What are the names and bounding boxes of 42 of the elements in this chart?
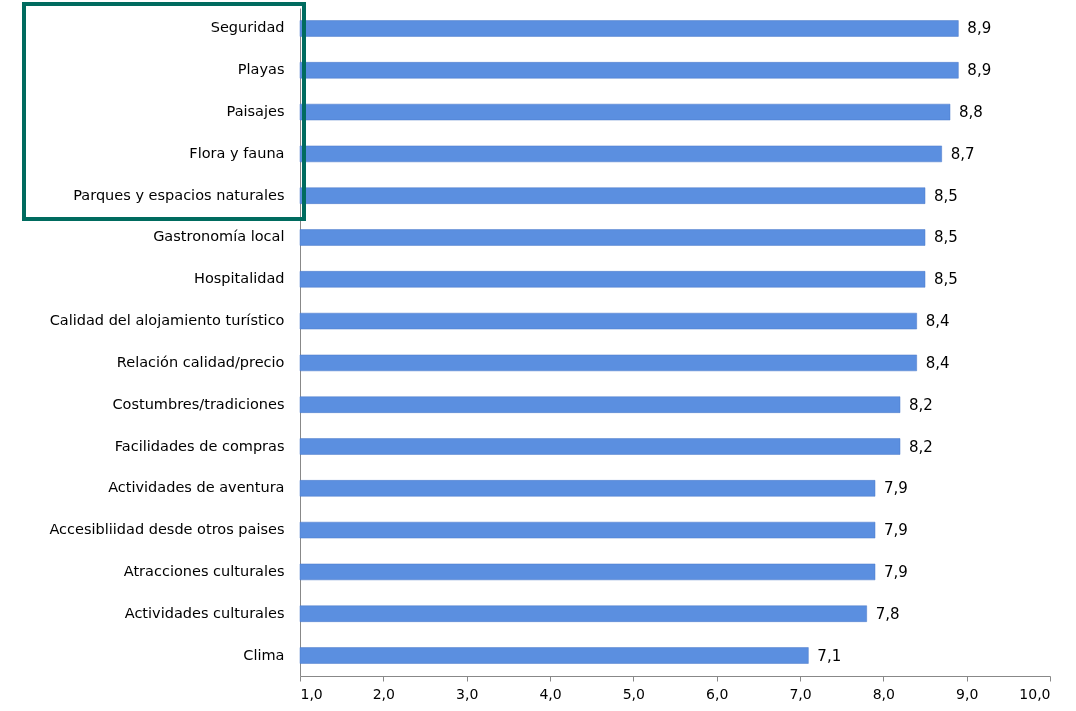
data-label: 7,9: [884, 521, 908, 540]
x-tick-label: 5,0: [622, 685, 645, 702]
data-label: 8,5: [934, 270, 958, 289]
data-label: 8,9: [967, 19, 992, 38]
data-label: 8,2: [909, 437, 933, 456]
x-tick-label: 7,0: [789, 685, 812, 702]
data-label: 8,8: [959, 103, 983, 122]
x-tick-label: 9,0: [956, 685, 979, 702]
data-label: 8,9: [967, 61, 992, 80]
x-tick-label: 4,0: [539, 685, 562, 702]
y-tick-label: Gastronomía local: [153, 228, 285, 245]
y-tick-label: Costumbres/tradiciones: [112, 395, 285, 412]
data-label: 7,9: [884, 479, 908, 498]
data-label: 7,1: [817, 646, 842, 665]
x-tick-label: 2,0: [372, 685, 395, 702]
data-label: 8,2: [909, 395, 933, 414]
data-label: 8,4: [925, 312, 950, 331]
y-tick-label: Actividades culturales: [124, 604, 285, 621]
data-label: 7,8: [875, 604, 900, 623]
y-tick-label: Clima: [243, 646, 285, 663]
data-label: 8,5: [934, 186, 958, 205]
data-label: 8,7: [950, 144, 975, 163]
y-tick-label: Seguridad: [210, 19, 285, 36]
x-tick-label: 1,0: [300, 685, 323, 702]
x-tick-label: 8,0: [872, 685, 895, 702]
y-tick-label: Paisajes: [226, 103, 285, 120]
y-tick-label: Actividades de aventura: [108, 479, 285, 496]
y-tick-label: Flora y fauna: [189, 144, 285, 161]
data-label: 8,5: [934, 228, 958, 247]
x-tick-label: 3,0: [456, 685, 479, 702]
y-tick-label: Relación calidad/precio: [116, 353, 285, 370]
y-tick-label: Hospitalidad: [194, 270, 285, 287]
y-tick-label: Parques y espacios naturales: [73, 186, 285, 203]
y-tick-label: Calidad del alojamiento turístico: [49, 312, 285, 329]
y-tick-label: Accesibliidad desde otros paises: [49, 521, 285, 538]
y-tick-label: Playas: [237, 61, 285, 78]
y-tick-label: Facilidades de compras: [114, 437, 285, 454]
x-tick-label: 6,0: [706, 685, 729, 702]
x-tick-label: 10,0: [1019, 685, 1051, 702]
data-label: 7,9: [884, 562, 908, 581]
y-tick-label: Atracciones culturales: [123, 562, 285, 579]
data-label: 8,4: [925, 353, 950, 372]
